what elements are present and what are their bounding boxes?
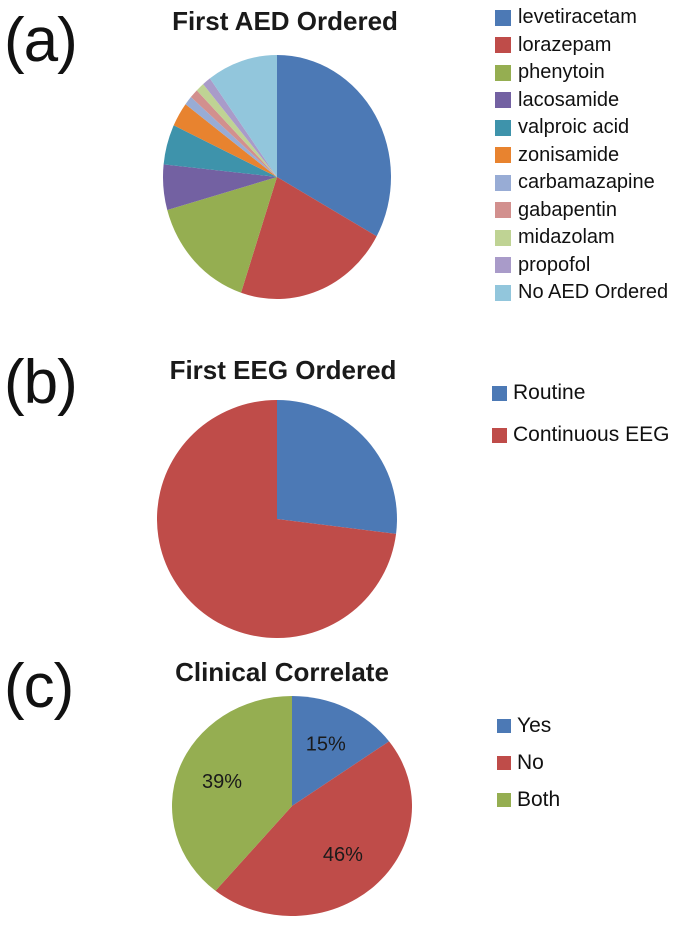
pie-slice-yes: [292, 696, 390, 806]
legend-label: Yes: [517, 713, 552, 737]
legend-label: No: [517, 750, 544, 774]
pie-chart-first-aed-ordered: [162, 55, 392, 300]
legend-item-no: No: [497, 744, 560, 781]
legend-swatch-icon: [497, 755, 511, 770]
legend-item-lacosamide: lacosamide: [495, 87, 668, 115]
legend-label: propofol: [518, 253, 591, 276]
pie-slice-both: [172, 696, 292, 891]
panel-label-c: (c): [4, 652, 74, 721]
pie-slice-no-aed-ordered: [209, 55, 277, 177]
legend-first-aed-ordered: levetiracetam lorazepam phenytoin lacosamid…: [495, 4, 668, 307]
legend-item-phenytoin: phenytoin: [495, 59, 668, 87]
legend-swatch-icon: [497, 792, 511, 807]
pie-slice-gabapentin: [190, 90, 277, 177]
pie-slice-zonisamide: [173, 104, 277, 177]
legend-label: zonisamide: [518, 143, 620, 166]
legend-label: phenytoin: [518, 61, 605, 84]
legend-swatch-icon: [495, 229, 511, 246]
pie-slice-label: 39%: [202, 771, 242, 793]
pie-slice-carbamazapine: [185, 97, 277, 177]
legend-item-levetiracetam: levetiracetam: [495, 4, 668, 32]
pie-slice-label: 15%: [306, 733, 346, 755]
legend-label: lorazepam: [518, 33, 612, 56]
legend-item-routine: Routine: [492, 372, 669, 414]
pie-slice-lorazepam: [241, 177, 377, 300]
legend-swatch-icon: [495, 92, 511, 109]
legend-item-both: Both: [497, 781, 560, 818]
legend-label: midazolam: [518, 226, 615, 249]
legend-swatch-icon: [495, 202, 511, 219]
legend-item-propofol: propofol: [495, 252, 668, 280]
legend-label: gabapentin: [518, 198, 617, 221]
legend-label: No AED Ordered: [518, 281, 669, 304]
pie-slice-midazolam: [196, 84, 277, 177]
pie-chart-clinical-correlate: 15% 46% 39%: [172, 696, 412, 916]
legend-swatch-icon: [495, 147, 511, 164]
legend-swatch-icon: [492, 385, 507, 401]
legend-swatch-icon: [495, 9, 511, 26]
chart-title-aed: First AED Ordered: [172, 6, 398, 36]
legend-label: Both: [517, 787, 561, 811]
pie-chart-first-eeg-ordered: [157, 400, 397, 638]
legend-swatch-icon: [495, 174, 511, 191]
legend-item-no-aed-ordered: No AED Ordered: [495, 279, 668, 307]
legend-item-zonisamide: zonisamide: [495, 142, 668, 170]
legend-label: lacosamide: [518, 88, 620, 111]
pie-slice-propofol: [203, 78, 277, 177]
legend-swatch-icon: [495, 64, 511, 81]
legend-label: valproic acid: [518, 116, 630, 139]
pie-slice-continuous-eeg: [157, 400, 397, 638]
legend-first-eeg-ordered: Routine Continuous EEG: [492, 372, 669, 456]
pie-slice-phenytoin: [167, 177, 277, 293]
pie-slice-no: [215, 741, 412, 916]
legend-swatch-icon: [495, 119, 511, 136]
legend-item-midazolam: midazolam: [495, 224, 668, 252]
pie-slice-lacosamide: [162, 164, 277, 210]
legend-clinical-correlate: Yes No Both: [497, 707, 560, 818]
chart-title-eeg: First EEG Ordered: [169, 355, 397, 385]
pie-slice-label: 46%: [323, 844, 363, 866]
legend-label: carbamazapine: [518, 171, 655, 194]
pie-slice-valproic-acid: [163, 125, 277, 177]
legend-swatch-icon: [492, 427, 507, 443]
legend-item-lorazepam: lorazepam: [495, 32, 668, 60]
chart-title-clinical-correlate: Clinical Correlate: [175, 657, 389, 687]
legend-item-gabapentin: gabapentin: [495, 197, 668, 225]
legend-swatch-icon: [495, 37, 511, 54]
legend-label: Continuous EEG: [513, 423, 670, 446]
legend-swatch-icon: [495, 284, 511, 301]
legend-swatch-icon: [497, 718, 511, 733]
pie-slice-levetiracetam: [277, 55, 392, 237]
legend-item-carbamazapine: carbamazapine: [495, 169, 668, 197]
legend-item-valproic-acid: valproic acid: [495, 114, 668, 142]
legend-item-yes: Yes: [497, 707, 560, 744]
legend-swatch-icon: [495, 257, 511, 274]
panel-label-b: (b): [4, 348, 78, 417]
pie-slice-routine: [277, 400, 397, 534]
legend-label: levetiracetam: [518, 6, 637, 29]
legend-label: Routine: [513, 381, 586, 404]
legend-item-continuous-eeg: Continuous EEG: [492, 414, 669, 456]
panel-label-a: (a): [4, 6, 78, 75]
